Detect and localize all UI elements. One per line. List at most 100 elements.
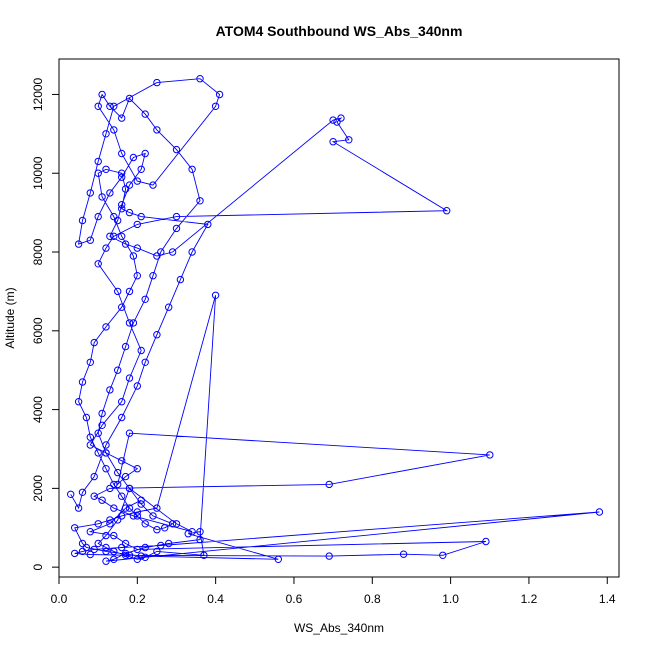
data-point (102, 557, 110, 565)
data-point (94, 169, 102, 177)
y-tick-label: 0 (31, 563, 45, 570)
data-point (102, 547, 110, 556)
data-point (94, 102, 102, 111)
data-point (78, 539, 87, 548)
data-point (98, 496, 106, 504)
data-point (196, 535, 204, 544)
data-point (74, 240, 83, 248)
data-point (133, 272, 142, 280)
data-point (153, 526, 161, 534)
data-point (94, 212, 102, 221)
data-point (86, 358, 95, 366)
data-point (74, 504, 83, 512)
data-point (125, 319, 134, 327)
data-point (137, 165, 145, 174)
data-point (165, 303, 173, 311)
y-axis: 0 2000 4000 6000 8000 10000 12000 (31, 77, 60, 570)
data-point (94, 429, 102, 437)
data-point (196, 528, 204, 536)
data-point (188, 165, 196, 174)
data-point (133, 382, 142, 390)
data-point (337, 114, 345, 122)
data-point (121, 240, 130, 248)
data-point (110, 504, 118, 512)
data-point (133, 177, 142, 185)
y-axis-label: Altitude (m) (3, 287, 17, 348)
x-tick-label: 1.0 (442, 592, 459, 606)
data-point (110, 531, 118, 540)
y-tick-label: 8000 (31, 238, 45, 265)
data-point (486, 451, 494, 459)
data-point (118, 303, 126, 311)
data-point (102, 465, 110, 473)
data-point (121, 549, 130, 558)
plot-frame (58, 58, 620, 578)
data-point (90, 472, 98, 481)
data-point (74, 398, 83, 406)
data-point (94, 449, 102, 457)
data-point (106, 189, 114, 197)
data-point (102, 441, 110, 449)
data-point (90, 492, 98, 500)
data-point (141, 295, 149, 303)
data-point (137, 496, 145, 504)
data-point (86, 441, 95, 449)
data-point (110, 102, 118, 111)
data-point (102, 323, 110, 331)
data-point (114, 468, 122, 477)
data-point (153, 331, 161, 339)
data-point (325, 480, 333, 489)
data-point (106, 516, 114, 524)
x-tick-label: 0.8 (364, 592, 381, 606)
data-point (188, 528, 196, 536)
data-point (196, 75, 204, 83)
data-point (121, 504, 130, 512)
data-point (110, 555, 118, 563)
data-point (184, 530, 192, 538)
data-point (153, 78, 161, 87)
data-point (141, 110, 149, 118)
data-point (114, 480, 122, 489)
data-point (274, 555, 282, 563)
data-point (165, 539, 173, 548)
x-tick-label: 0.6 (286, 592, 303, 606)
data-point (82, 413, 91, 422)
data-point (325, 552, 333, 560)
data-point (125, 484, 134, 493)
data-point (172, 224, 181, 233)
data-point (106, 232, 114, 241)
data-point (114, 516, 122, 524)
y-tick-label: 6000 (31, 317, 45, 344)
data-point (67, 490, 75, 498)
data-point (98, 90, 106, 99)
data-point (153, 126, 161, 134)
data-point (94, 539, 102, 548)
data-point (137, 212, 145, 221)
data-point (71, 549, 79, 558)
data-point (141, 553, 149, 561)
data-point (141, 520, 149, 528)
y-tick-label: 10000 (31, 156, 45, 190)
data-point (118, 543, 126, 552)
data-point (133, 465, 142, 473)
data-point (94, 520, 102, 528)
data-point (110, 126, 118, 134)
data-point (129, 252, 138, 260)
x-axis: 0.0 0.2 0.4 0.6 0.8 1.0 1.2 1.4 (51, 576, 616, 606)
data-point (78, 547, 87, 556)
data-point (141, 358, 149, 366)
data-point (86, 550, 95, 559)
data-point (133, 508, 142, 516)
data-point (94, 260, 102, 268)
data-point (129, 319, 138, 327)
data-point (110, 212, 118, 221)
data-point (114, 216, 122, 225)
series-line (70, 78, 600, 562)
data-point (329, 116, 337, 124)
data-point (102, 130, 110, 138)
data-point (137, 346, 145, 355)
data-point (125, 181, 134, 189)
y-tick-label: 4000 (31, 396, 45, 423)
data-point (125, 94, 134, 103)
data-point (94, 157, 102, 166)
